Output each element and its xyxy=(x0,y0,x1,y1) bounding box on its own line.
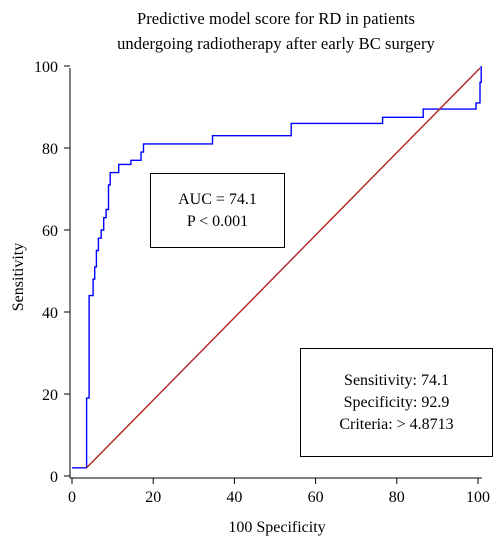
y-tick-label: 0 xyxy=(50,469,58,486)
roc-curve-line xyxy=(72,66,482,469)
specificity-text: Specificity: 92.9 xyxy=(343,393,450,411)
y-tick-label: 100 xyxy=(34,59,58,76)
series-layer xyxy=(72,66,482,469)
y-tick-label: 80 xyxy=(42,141,58,158)
chart-title-line-1: Predictive model score for RD in patient… xyxy=(136,9,416,28)
x-tick-label: 20 xyxy=(145,489,161,506)
p-value-text: P < 0.001 xyxy=(186,212,249,230)
x-tick-label: 40 xyxy=(226,489,242,506)
x-tick-label: 100 xyxy=(466,489,490,506)
x-tick-label: 80 xyxy=(389,489,405,506)
y-axis-title: Sensitivity xyxy=(10,243,27,311)
x-axis-title: 100 Specificity xyxy=(228,519,325,536)
sensitivity-text: Sensitivity: 74.1 xyxy=(344,371,449,389)
axes: 0 20 40 60 80 100 0 20 40 60 80 100 100 Specificity S… xyxy=(10,59,490,536)
reference-diagonal-line xyxy=(86,67,481,469)
auc-annotation-box: AUC = 74.1 P < 0.001 xyxy=(150,173,285,248)
chart-title-line-2: undergoing radiotherapy after early BC s… xyxy=(117,34,435,53)
x-tick-label: 60 xyxy=(308,489,324,506)
y-tick-label: 40 xyxy=(42,305,58,322)
y-tick-label: 20 xyxy=(42,387,58,404)
stats-annotation-box: Sensitivity: 74.1 Specificity: 92.9 Crit… xyxy=(300,348,493,457)
auc-value-text: AUC = 74.1 xyxy=(178,190,257,208)
x-tick-label: 0 xyxy=(68,489,76,506)
y-tick-label: 60 xyxy=(42,223,58,240)
criteria-text: Criteria: > 4.8713 xyxy=(339,415,454,433)
